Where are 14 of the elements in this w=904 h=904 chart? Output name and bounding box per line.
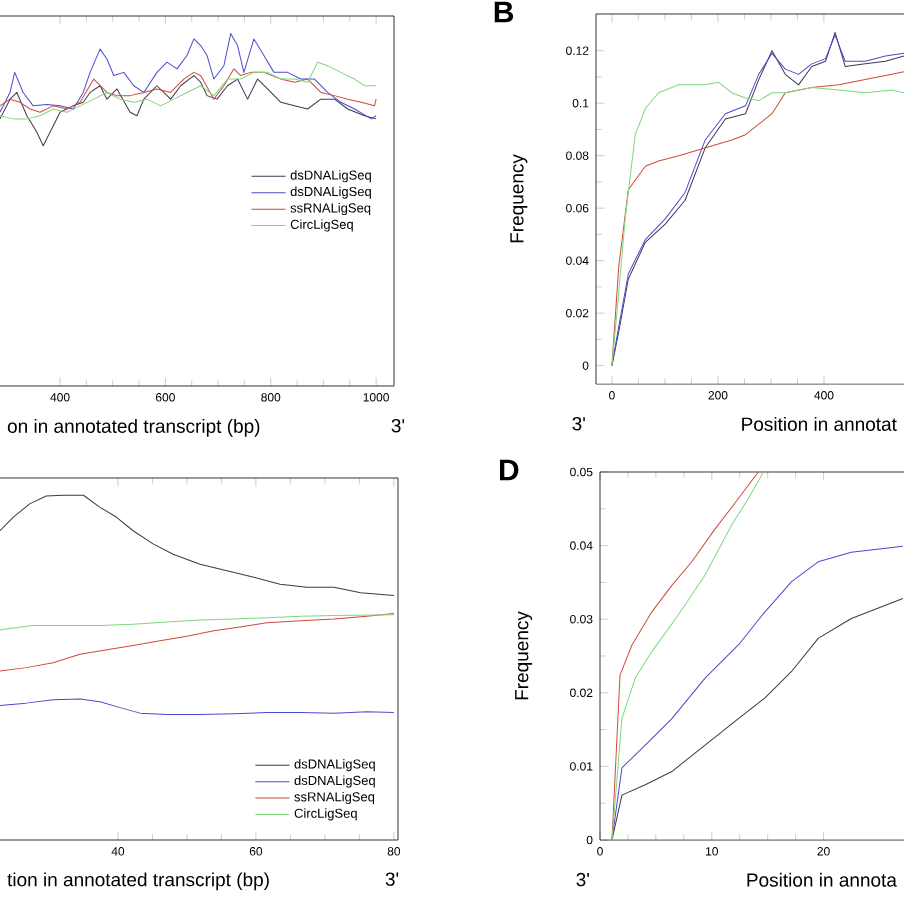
line-series [611,598,904,840]
text: 3' [391,418,405,433]
y-axis-title: Frequency [515,611,533,700]
text: 3' [576,872,589,887]
chart-title: B [494,1,514,23]
text: 3' [385,872,399,886]
x-axis-title: Position in annotat [742,416,897,431]
y-axis-title: Frequency [510,154,528,243]
chart-title: D [499,459,519,481]
x-axis-title: on in annotated transcript (bp) [7,418,260,437]
x-axis-title: Position in annota [747,872,897,887]
line-series [611,545,904,840]
text: 3' [572,416,585,431]
x-axis-title: tion in annotated transcript (bp) [7,872,269,891]
